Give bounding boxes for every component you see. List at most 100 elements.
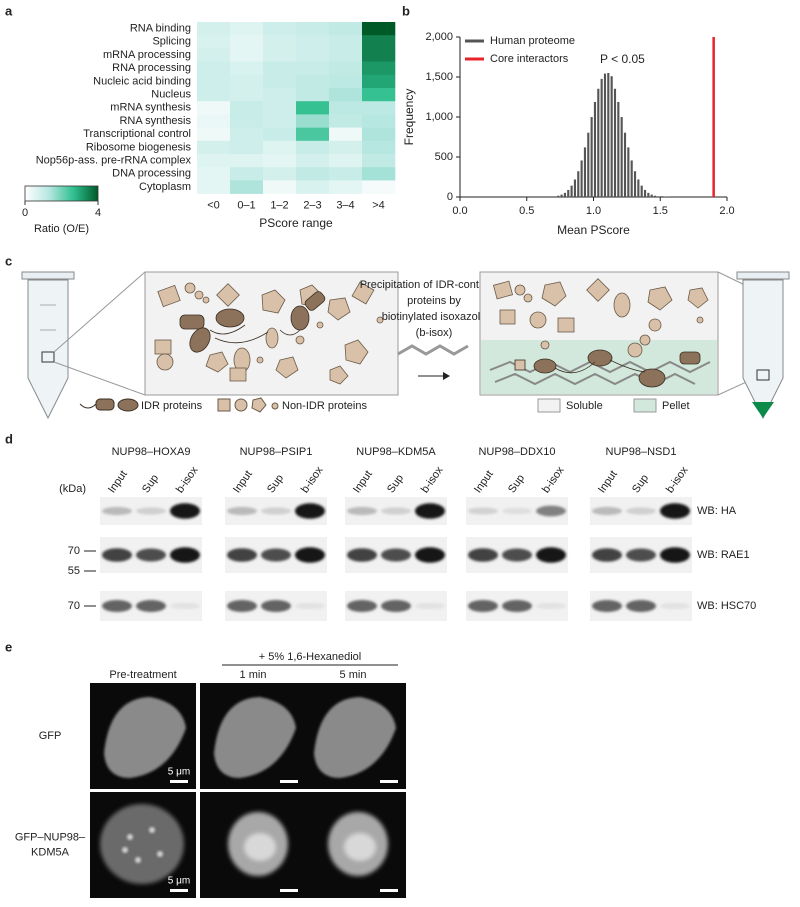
heatmap-cell	[197, 127, 231, 142]
row-label: Nop56p-ass. pre-rRNA complex	[36, 155, 192, 167]
legend-label: Core interactors	[490, 53, 569, 65]
blot-row-label: WB: HA	[697, 505, 737, 517]
heatmap-cell	[230, 35, 264, 49]
caption-line: (b-isox)	[416, 327, 453, 339]
heatmap-cell	[329, 127, 363, 142]
band	[502, 600, 532, 612]
histogram-bar	[620, 117, 623, 197]
heatmap-cell	[296, 35, 330, 49]
lane-label: Sup	[385, 472, 406, 495]
heatmap-cell	[263, 88, 297, 102]
histogram-bar	[660, 196, 663, 197]
band	[227, 506, 257, 516]
histogram-bar	[557, 195, 560, 197]
heatmap-cell	[230, 180, 264, 194]
lane-label: Input	[351, 468, 375, 495]
histogram-bar	[553, 196, 556, 197]
nucleus	[100, 804, 184, 884]
caption-line: biotinylated isoxazole	[382, 311, 487, 323]
heatmap-cell	[263, 61, 297, 76]
colorbar	[24, 185, 99, 202]
droplet	[157, 851, 163, 857]
column-label: 5 min	[340, 669, 367, 681]
row-label: RNA processing	[112, 62, 191, 74]
legend-label: Non-IDR proteins	[282, 400, 367, 412]
heatmap-cell	[197, 114, 231, 128]
band	[102, 506, 132, 516]
band	[170, 602, 200, 610]
band	[468, 600, 498, 612]
band	[536, 505, 566, 517]
band	[660, 602, 690, 610]
heatmap-cell	[230, 22, 264, 36]
tube-left	[21, 271, 146, 420]
heatmap-cell	[197, 154, 231, 168]
band	[102, 600, 132, 612]
band	[660, 547, 690, 563]
blot-row-label: WB: RAE1	[697, 549, 750, 561]
heatmap-cell	[296, 140, 330, 155]
idr-left	[179, 291, 326, 353]
heatmap-cell	[329, 167, 363, 181]
legend-label: Pellet	[662, 400, 690, 412]
x-tick-label: 0.5	[519, 205, 534, 217]
band	[626, 507, 656, 515]
heatmap-cell	[362, 48, 396, 62]
histogram-bar	[570, 185, 573, 197]
histogram-bar	[627, 147, 630, 197]
histogram-bar	[640, 185, 643, 197]
scale-bar	[380, 889, 398, 892]
column-label: <0	[207, 200, 220, 212]
histogram-bar	[643, 189, 647, 197]
column-label: Pre-treatment	[109, 669, 176, 681]
column-label: 3–4	[336, 200, 354, 212]
histogram-bar	[650, 194, 653, 197]
histogram-bar	[567, 189, 570, 197]
colorbar-tick-label: 0	[22, 207, 28, 219]
panel-letter: b	[402, 3, 410, 18]
row-label: KDM5A	[31, 846, 70, 858]
heatmap-cell	[263, 22, 297, 36]
cell	[104, 697, 186, 778]
heatmap-cell	[197, 140, 231, 155]
histogram-bar	[637, 179, 640, 197]
band	[536, 547, 566, 563]
histogram-bar	[617, 101, 620, 197]
blot-row-label: WB: HSC70	[697, 600, 756, 612]
kda-label: (kDa)	[59, 483, 86, 495]
treatment-label: + 5% 1,6-Hexanediol	[259, 651, 361, 663]
droplet	[135, 857, 141, 863]
cell	[214, 697, 296, 778]
row-label: DNA processing	[112, 168, 191, 180]
heatmap-cell	[230, 114, 264, 128]
annotation: P < 0.05	[600, 52, 645, 66]
droplet	[122, 847, 128, 853]
band	[136, 507, 166, 515]
x-axis-label: Mean PScore	[557, 223, 630, 237]
caption-line: Precipitation of IDR-containing	[360, 279, 509, 291]
histogram-bar	[633, 171, 637, 197]
heatmap-cell	[329, 114, 363, 128]
heatmap-cell	[263, 154, 297, 168]
lane-label: Input	[472, 468, 496, 495]
band	[502, 507, 532, 515]
lane-label: Input	[106, 468, 130, 495]
x-tick-label: 1.5	[653, 205, 668, 217]
heatmap-cell	[263, 127, 297, 142]
cell	[314, 697, 396, 778]
heatmap-cell	[263, 35, 297, 49]
band	[502, 548, 532, 562]
heatmap-cell	[197, 61, 231, 76]
heatmap-cell	[263, 48, 297, 62]
scale-bar-label: 5 μm	[168, 767, 190, 778]
heatmap-cell	[230, 48, 264, 62]
heatmap-cell	[362, 167, 396, 181]
legend-label: Human proteome	[490, 35, 575, 47]
heatmap-cell	[329, 180, 363, 194]
histogram-bar	[577, 171, 580, 197]
band	[592, 600, 622, 612]
heatmap-cell	[362, 35, 396, 49]
heatmap-cell	[197, 88, 231, 102]
heatmap-cell	[362, 127, 396, 142]
y-tick-label: 2,000	[425, 31, 453, 43]
